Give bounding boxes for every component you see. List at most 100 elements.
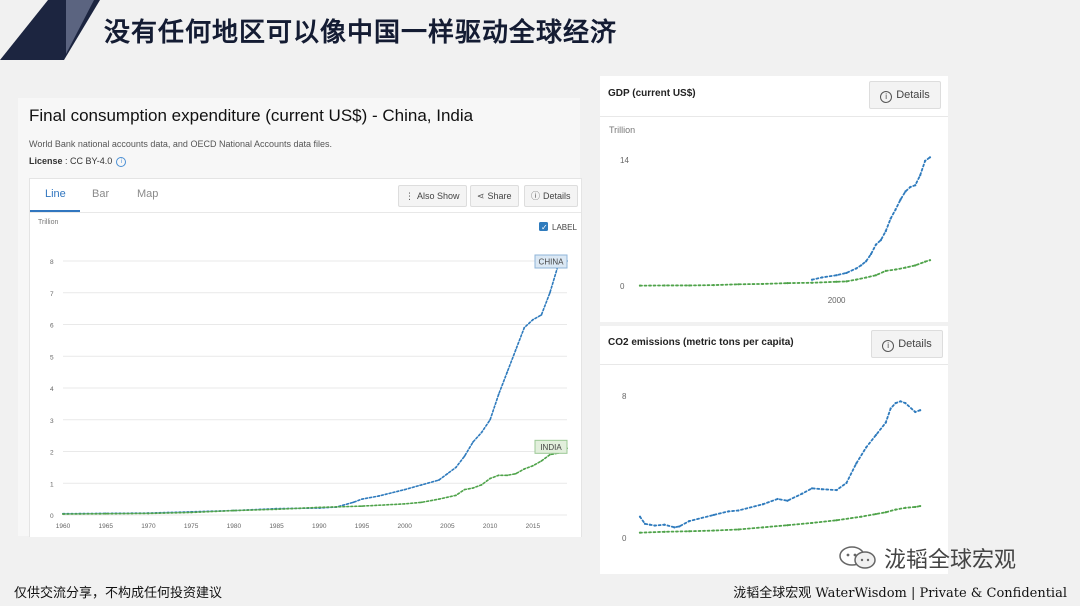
data-point <box>497 474 500 477</box>
info-icon[interactable]: i <box>116 156 127 167</box>
data-point <box>928 156 932 159</box>
data-point <box>820 276 823 279</box>
series-label-box <box>534 254 568 269</box>
x-tick-label: 2000 <box>828 296 846 305</box>
data-point <box>147 512 150 515</box>
share-label: Share <box>487 191 512 201</box>
y-tick-label: 0 <box>622 534 627 543</box>
data-point <box>894 268 897 271</box>
x-tick-label: 2000 <box>397 523 412 530</box>
data-point <box>275 508 278 511</box>
y-tick-label: 1 <box>50 481 54 488</box>
gdp-title: GDP (current US$) <box>608 88 696 99</box>
data-point <box>104 512 107 515</box>
series-line-1 <box>811 156 931 281</box>
data-point <box>232 509 235 512</box>
chat-bubbles-icon <box>839 546 876 569</box>
data-point <box>648 523 651 526</box>
data-point <box>463 488 466 491</box>
chart-license: License : CC BY-4.0 i <box>29 156 127 167</box>
watermark-text: 泷韬全球宏观 <box>884 547 1017 572</box>
data-point <box>835 274 838 277</box>
data-point <box>361 498 363 501</box>
tab-line[interactable]: Line <box>45 188 66 200</box>
x-tick-label: 1975 <box>184 523 199 530</box>
gdp-panel: GDP (current US$) i Details Trillion 0 14 20… <box>600 76 948 322</box>
co2-details-button[interactable]: i Details <box>871 330 943 358</box>
data-point <box>879 239 882 242</box>
co2-line-chart: 08 <box>622 392 922 543</box>
data-point <box>514 472 517 475</box>
data-point <box>820 488 823 491</box>
data-point <box>663 530 666 533</box>
watermark: 泷韬全球宏观 <box>838 542 1016 574</box>
data-point <box>923 260 927 263</box>
series-line-2 <box>639 259 931 287</box>
data-point <box>727 510 730 513</box>
also-show-button[interactable]: ⋮ Also Show <box>398 185 467 207</box>
x-tick-label: 1980 <box>227 523 242 530</box>
data-point <box>874 433 878 437</box>
data-point <box>845 280 848 283</box>
y-tick-label: 0 <box>620 282 625 291</box>
data-point <box>549 291 551 294</box>
logo-mark <box>0 0 100 60</box>
y-tick-label: 4 <box>50 386 54 393</box>
data-point <box>914 184 917 187</box>
chart-tabs: Line Bar Map ⋮ Also Show ⋖ Share ⓘ Details <box>30 179 581 213</box>
data-point <box>928 259 932 262</box>
y-tick-label: 8 <box>50 259 54 266</box>
data-point <box>497 393 500 396</box>
data-point <box>712 284 715 287</box>
info-circle-icon: i <box>880 91 893 103</box>
data-point <box>894 402 897 405</box>
gdp-line-chart: Trillion 0 14 2000 <box>609 125 932 305</box>
share-icon: ⋖ <box>477 191 485 201</box>
series-label: CHINA <box>539 258 565 267</box>
active-tab-indicator <box>30 210 80 212</box>
data-point <box>855 278 858 281</box>
data-point <box>540 460 543 462</box>
data-point <box>531 464 534 467</box>
data-point <box>737 528 740 531</box>
data-point <box>761 526 764 529</box>
data-point <box>688 284 691 287</box>
y-tick-label: 14 <box>620 156 629 165</box>
data-point <box>810 487 814 490</box>
share-button[interactable]: ⋖ Share <box>470 185 519 207</box>
data-point <box>638 284 642 287</box>
x-tick-label: 1965 <box>98 523 113 530</box>
data-point <box>514 349 517 351</box>
data-point <box>855 462 858 465</box>
data-point <box>889 407 892 410</box>
data-point <box>904 190 907 193</box>
data-point <box>455 466 457 469</box>
data-point <box>455 494 457 497</box>
data-point <box>786 282 789 285</box>
y-tick-label: 3 <box>50 418 54 425</box>
data-point <box>923 159 927 162</box>
chart-title: Final consumption expenditure (current U… <box>29 106 474 125</box>
data-point <box>480 431 483 434</box>
gdp-details-label: Details <box>896 89 930 101</box>
tab-bar[interactable]: Bar <box>92 188 110 200</box>
y-tick-label: 2 <box>50 450 54 457</box>
data-point <box>865 276 868 279</box>
data-point <box>874 243 878 246</box>
data-point <box>446 496 449 499</box>
data-point <box>463 455 466 458</box>
data-point <box>190 511 193 514</box>
tab-map[interactable]: Map <box>137 188 159 200</box>
data-point <box>446 472 449 475</box>
footer-disclaimer: 仅供交流分享，不构成任何投资建议 <box>14 586 223 601</box>
details-label: Details <box>543 191 571 201</box>
details-button[interactable]: ⓘ Details <box>524 185 578 207</box>
gdp-details-button[interactable]: i Details <box>869 81 941 109</box>
co2-details-label: Details <box>898 338 932 350</box>
data-point <box>786 499 789 502</box>
data-point <box>638 515 642 518</box>
data-point <box>904 402 907 405</box>
slide-title: 没有任何地区可以像中国一样驱动全球经济 <box>104 18 618 48</box>
data-point <box>810 521 814 525</box>
data-point <box>855 267 858 270</box>
